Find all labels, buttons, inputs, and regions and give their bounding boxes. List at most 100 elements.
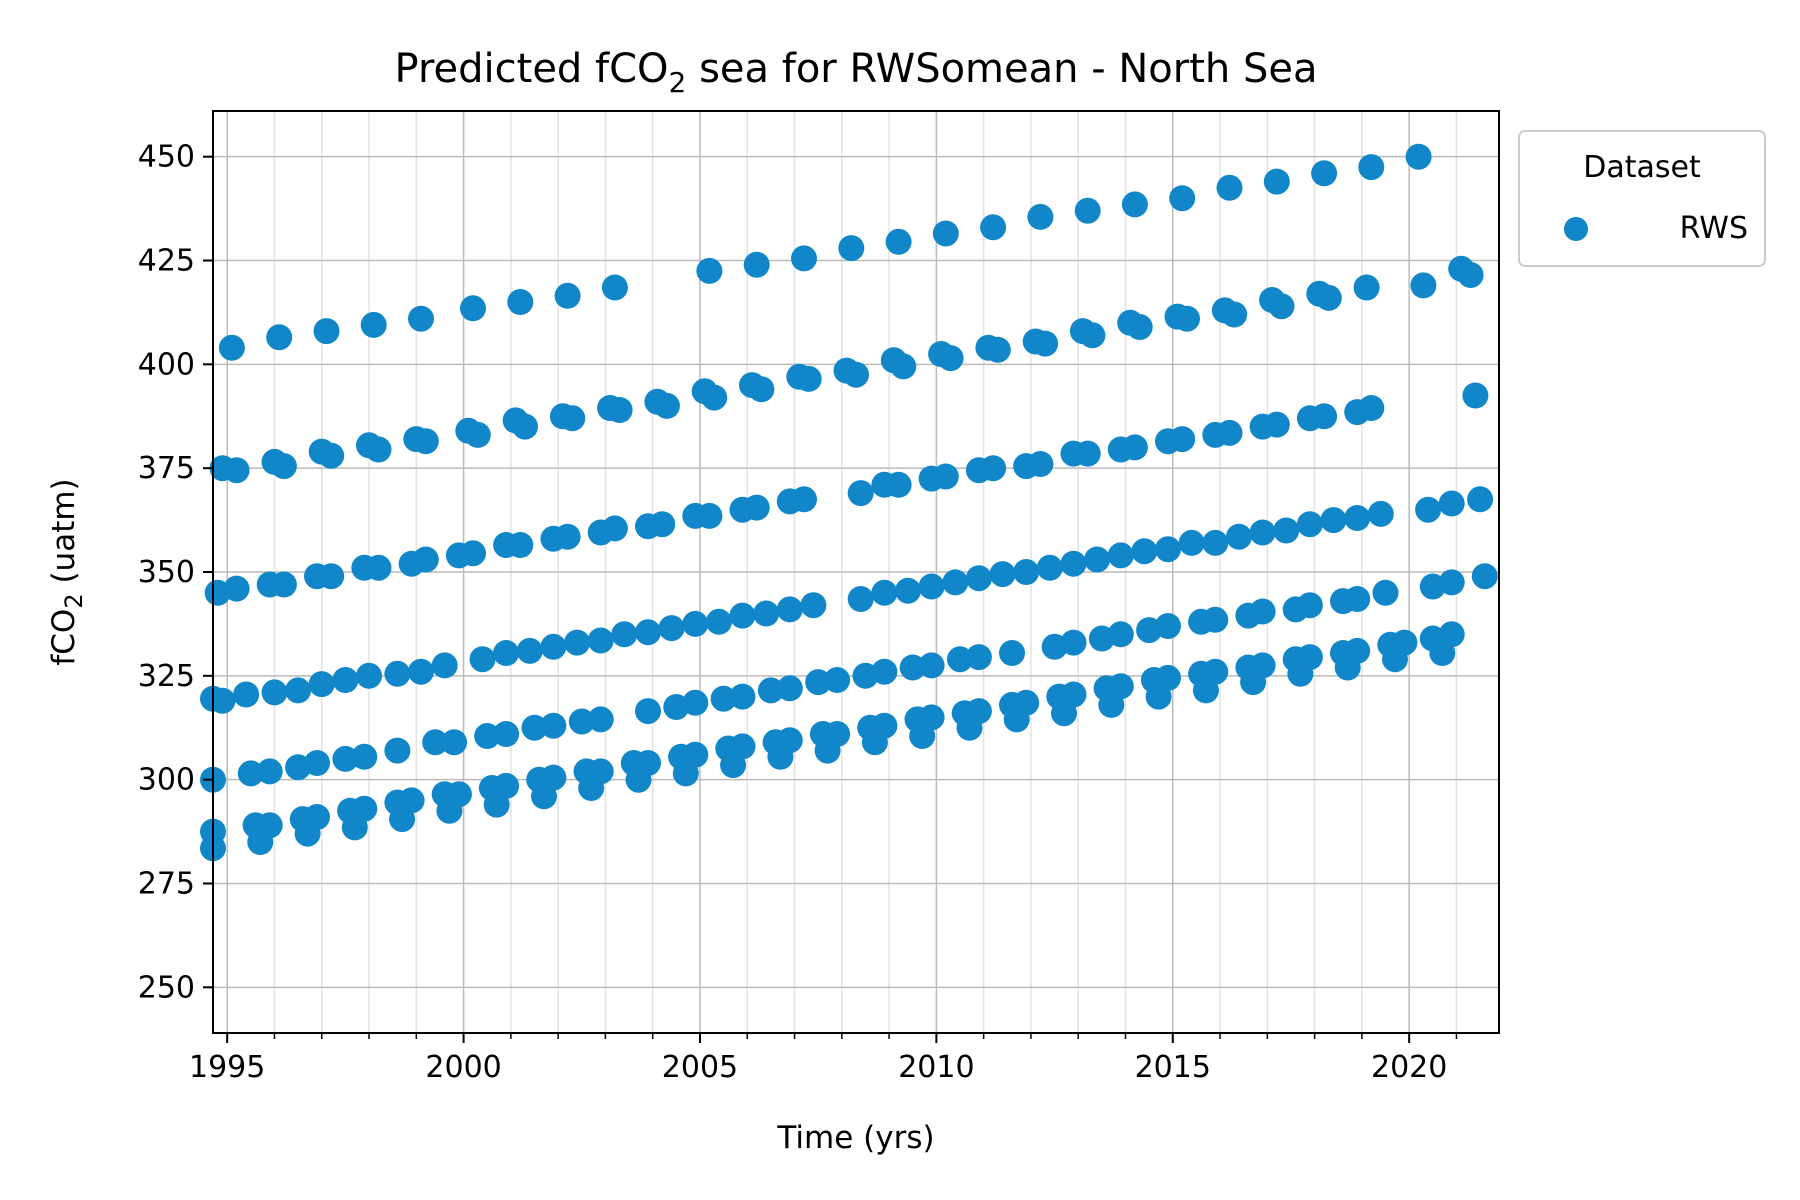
chart-title: Predicted fCO2 sea for RWSomean - North … xyxy=(395,46,1318,99)
data-point xyxy=(729,683,756,710)
x-tick-label: 2010 xyxy=(898,1050,974,1085)
y-tick-label: 375 xyxy=(138,451,195,486)
data-point xyxy=(1074,440,1101,467)
data-point xyxy=(1060,629,1087,656)
data-point xyxy=(341,814,368,841)
data-point xyxy=(1315,284,1342,311)
data-point xyxy=(918,573,945,600)
data-point xyxy=(1036,554,1063,581)
data-point xyxy=(308,671,335,698)
data-point xyxy=(1192,677,1219,704)
data-point xyxy=(601,515,628,542)
data-point xyxy=(1415,496,1442,523)
data-point xyxy=(1098,691,1125,718)
data-point xyxy=(767,743,794,770)
data-point xyxy=(360,311,387,338)
data-point xyxy=(1221,301,1248,328)
data-point xyxy=(540,633,567,660)
data-point xyxy=(791,486,817,513)
data-point xyxy=(1079,322,1106,349)
data-point xyxy=(384,660,411,687)
data-point xyxy=(568,708,595,735)
data-point xyxy=(1268,293,1295,320)
data-point xyxy=(800,592,827,619)
data-point xyxy=(1467,486,1494,513)
data-point xyxy=(635,698,661,725)
data-point xyxy=(696,502,723,529)
data-point xyxy=(1438,569,1465,596)
data-point xyxy=(890,353,917,380)
data-point xyxy=(412,546,439,573)
data-point xyxy=(947,646,973,673)
data-point xyxy=(318,563,345,590)
data-point xyxy=(209,687,236,714)
data-point xyxy=(313,318,340,345)
data-point xyxy=(1344,505,1371,531)
data-point xyxy=(1334,654,1361,681)
y-tick-label: 250 xyxy=(138,970,195,1005)
data-point xyxy=(980,455,1007,482)
data-point xyxy=(1344,586,1371,612)
data-point xyxy=(1060,550,1087,577)
x-tick-label: 2005 xyxy=(662,1050,738,1085)
data-point xyxy=(1169,426,1196,453)
y-tick-label: 425 xyxy=(138,244,195,279)
data-point xyxy=(1145,683,1172,710)
data-point xyxy=(1353,274,1380,301)
data-point xyxy=(493,640,520,666)
data-point xyxy=(554,523,581,550)
data-point xyxy=(1438,490,1465,517)
data-point xyxy=(1249,519,1276,546)
data-point xyxy=(578,775,605,801)
data-point xyxy=(847,480,874,507)
data-point xyxy=(838,235,865,262)
data-point xyxy=(635,619,661,646)
y-axis-label: fCO2 (uatm) xyxy=(46,478,88,665)
data-point xyxy=(1263,168,1290,195)
data-point xyxy=(422,729,449,756)
data-point xyxy=(649,511,676,538)
data-point xyxy=(918,652,945,679)
data-point xyxy=(696,257,723,284)
data-point xyxy=(743,494,770,521)
data-point xyxy=(483,791,510,818)
data-point xyxy=(1296,511,1323,538)
data-point xyxy=(464,421,491,448)
data-point xyxy=(1169,185,1196,212)
data-point xyxy=(412,428,439,455)
data-point xyxy=(1013,559,1040,585)
data-point xyxy=(1457,262,1484,288)
data-point xyxy=(757,677,784,704)
data-point xyxy=(1216,419,1243,446)
data-point xyxy=(516,637,543,664)
data-point xyxy=(233,681,260,708)
data-point xyxy=(1155,536,1181,563)
data-point xyxy=(653,392,680,419)
legend-marker-rws xyxy=(1564,217,1588,241)
data-point xyxy=(332,667,359,693)
data-point xyxy=(606,397,633,423)
data-point xyxy=(1107,621,1134,648)
data-point xyxy=(441,729,468,756)
data-point xyxy=(965,644,992,671)
data-point xyxy=(1372,579,1399,606)
data-point xyxy=(384,737,411,764)
y-tick-label: 350 xyxy=(138,555,195,590)
data-point xyxy=(1311,160,1338,187)
data-point xyxy=(223,457,250,484)
data-point xyxy=(1155,613,1181,639)
data-point xyxy=(895,577,921,604)
data-point xyxy=(937,345,964,372)
data-point xyxy=(847,586,874,612)
data-point xyxy=(365,436,392,463)
data-point xyxy=(611,621,638,648)
data-point xyxy=(1273,517,1300,544)
data-point xyxy=(270,571,297,598)
y-tick-label: 300 xyxy=(138,763,195,798)
data-point xyxy=(1226,523,1252,550)
data-point xyxy=(247,829,274,855)
data-point xyxy=(1202,606,1229,633)
x-tick-label: 2020 xyxy=(1371,1050,1447,1085)
data-point xyxy=(871,658,898,685)
data-point xyxy=(1027,451,1054,477)
